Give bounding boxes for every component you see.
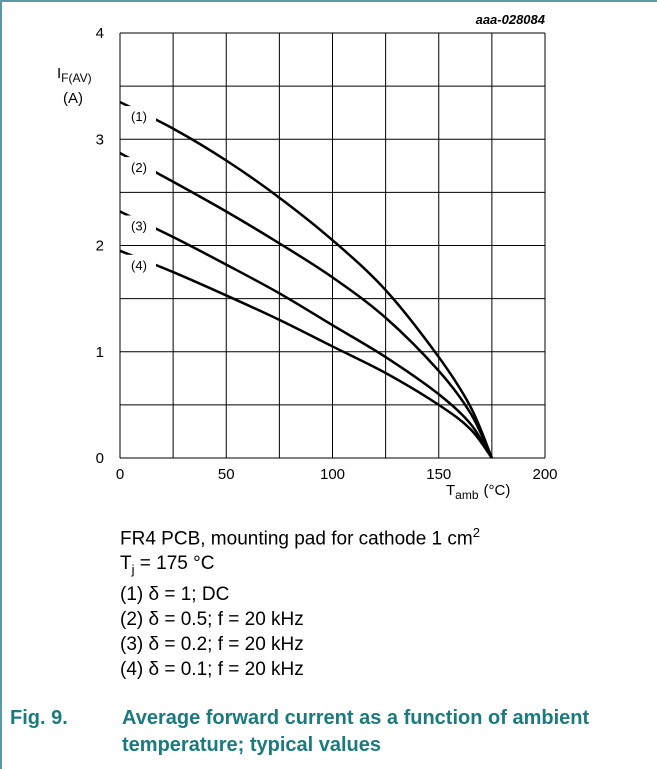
x-tick-label: 200 [532,466,557,483]
note-item: (2) δ = 0.5; f = 20 kHz [120,609,304,631]
note-item: (3) δ = 0.2; f = 20 kHz [120,634,304,656]
y-tick-label: 1 [96,344,104,361]
y-axis-label: IF(AV) [57,65,92,85]
series-label: (3) [131,219,147,234]
x-axis-label: Tamb (°C) [446,482,510,502]
x-axis-label-main: T [446,482,455,499]
chart: (1) (2) (3) (4) 0 50 100 150 200 0 1 2 3 4 aaa-02808… [57,12,558,502]
note-pcb-text: FR4 PCB, mounting pad for cathode 1 cm [120,528,473,550]
series-line-2 [119,151,494,459]
figure-number: Fig. 9. [10,707,68,729]
series-label-bg [122,215,156,236]
note-item: (4) δ = 0.1; f = 20 kHz [120,659,304,681]
y-tick-label: 0 [96,450,104,467]
note-tj: Tj = 175 °C [120,551,480,582]
series-lines [119,100,494,459]
tick-labels: 0 50 100 150 200 0 1 2 3 4 [96,25,558,483]
x-tick-label: 50 [218,466,235,483]
x-axis-label-sub: amb [455,488,479,502]
note-pcb: FR4 PCB, mounting pad for cathode 1 cm2 [120,520,480,551]
figure-notes: FR4 PCB, mounting pad for cathode 1 cm2 … [120,520,480,682]
x-tick-label: 0 [116,466,124,483]
y-axis-unit: (A) [63,90,83,107]
figure-title: Average forward current as a function of… [122,707,590,756]
y-tick-label: 4 [96,25,104,42]
series-line-3 [119,210,493,459]
x-tick-label: 100 [320,466,345,483]
note-item: (1) δ = 1; DC [120,584,230,606]
series-line-1 [119,100,494,459]
series-label-bg [122,157,156,178]
series-label: (4) [131,258,147,273]
y-axis-label-sub: F(AV) [61,71,91,85]
grid [119,32,546,459]
y-tick-label: 2 [96,238,104,255]
y-tick-label: 3 [96,131,104,148]
note-tj-sub: j [131,562,135,578]
series-label: (1) [131,109,147,124]
note-tj-rest: = 175 °C [134,553,215,575]
x-tick-label: 150 [426,466,451,483]
series-line-4 [119,249,493,459]
note-tj-main: T [120,553,132,575]
series-label-bg [122,106,156,127]
series-label: (2) [131,160,147,175]
note-pcb-sup: 2 [472,525,480,540]
y-axis-label-main: I [57,65,61,82]
x-axis-label-unit: (°C) [484,482,511,499]
series-label-bg [122,254,156,275]
doc-code: aaa-028084 [476,12,546,27]
series-labels: (1) (2) (3) (4) [122,106,156,275]
